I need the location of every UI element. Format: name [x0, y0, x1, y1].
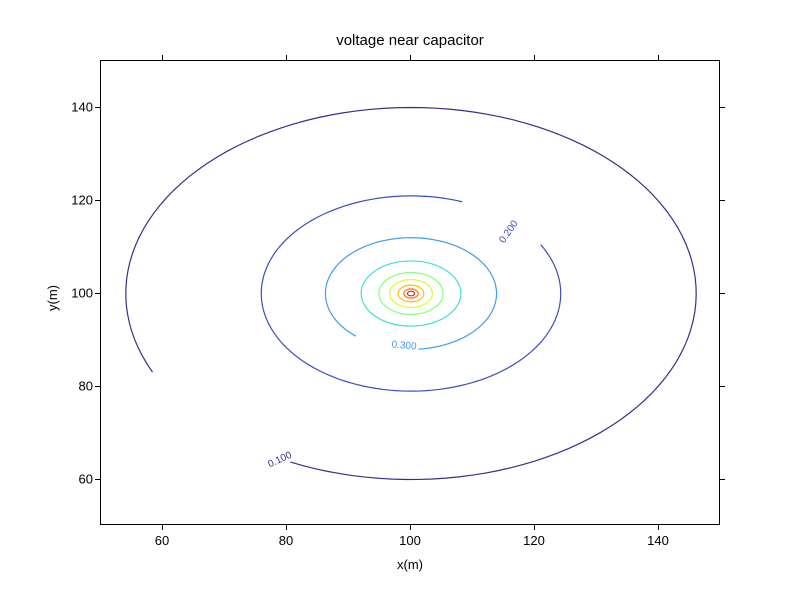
contour-line — [398, 285, 424, 302]
x-tick-label: 60 — [155, 533, 169, 548]
x-tick-mark — [410, 525, 411, 530]
contour-line — [126, 108, 696, 480]
contour-line — [404, 289, 418, 298]
x-tick-mark — [534, 55, 535, 60]
y-tick-label: 140 — [65, 99, 93, 114]
y-tick-mark — [95, 386, 100, 387]
x-tick-mark — [162, 525, 163, 530]
contour-line — [379, 273, 443, 315]
y-tick-mark — [95, 200, 100, 201]
y-tick-mark — [95, 293, 100, 294]
y-tick-mark — [720, 200, 725, 201]
y-tick-mark — [95, 107, 100, 108]
y-tick-mark — [720, 107, 725, 108]
y-tick-label: 80 — [65, 378, 93, 393]
x-axis-label: x(m) — [100, 557, 720, 572]
x-tick-mark — [286, 525, 287, 530]
x-tick-mark — [658, 55, 659, 60]
figure: voltage near capacitor x(m) y(m) 60 80 100… — [0, 0, 800, 600]
contour-line — [325, 238, 496, 349]
contour-line — [390, 280, 433, 308]
x-tick-label: 80 — [279, 533, 293, 548]
x-tick-mark — [410, 55, 411, 60]
y-tick-mark — [720, 386, 725, 387]
y-axis-label: y(m) — [45, 285, 60, 311]
y-tick-mark — [95, 479, 100, 480]
y-tick-mark — [720, 293, 725, 294]
x-tick-label: 140 — [647, 533, 669, 548]
chart-title: voltage near capacitor — [100, 32, 720, 49]
x-tick-mark — [162, 55, 163, 60]
y-tick-mark — [720, 479, 725, 480]
y-tick-label: 60 — [65, 471, 93, 486]
contour-line — [407, 291, 414, 296]
x-tick-mark — [658, 525, 659, 530]
y-tick-label: 100 — [65, 285, 93, 300]
contour-lines — [101, 61, 721, 526]
x-tick-mark — [534, 525, 535, 530]
x-tick-label: 120 — [523, 533, 545, 548]
plot-area — [100, 60, 720, 525]
y-tick-label: 120 — [65, 192, 93, 207]
x-tick-mark — [286, 55, 287, 60]
contour-line — [361, 261, 461, 326]
x-tick-label: 100 — [399, 533, 421, 548]
